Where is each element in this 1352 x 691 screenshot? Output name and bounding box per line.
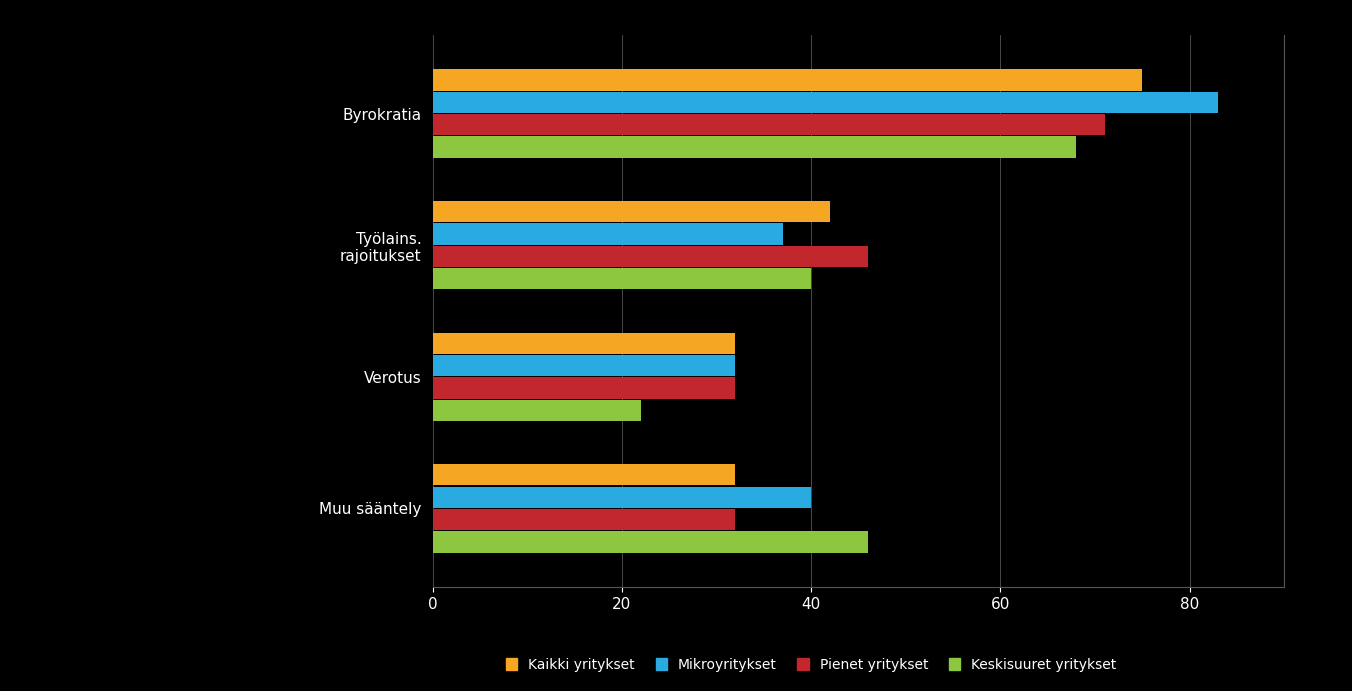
Bar [433, 246, 868, 267]
Bar [433, 531, 868, 553]
Bar [433, 136, 1076, 158]
Bar [433, 92, 1218, 113]
Bar [433, 377, 735, 399]
Bar [433, 332, 735, 354]
Bar [433, 399, 641, 421]
Bar [433, 486, 811, 508]
Bar [433, 114, 1105, 135]
Bar [433, 268, 811, 290]
Legend: Kaikki yritykset, Mikroyritykset, Pienet yritykset, Keskisuuret yritykset: Kaikki yritykset, Mikroyritykset, Pienet… [500, 652, 1122, 677]
Bar [433, 509, 735, 530]
Bar [433, 201, 830, 223]
Bar [433, 464, 735, 486]
Bar [433, 223, 783, 245]
Bar [433, 355, 735, 376]
Bar [433, 69, 1142, 91]
